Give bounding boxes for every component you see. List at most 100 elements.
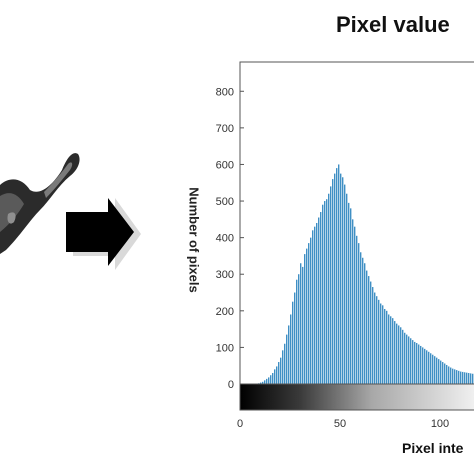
histogram-bar (302, 266, 304, 384)
histogram-bar (440, 360, 442, 384)
histogram-bar (472, 373, 474, 384)
histogram-bar (468, 373, 470, 384)
histogram-bar (336, 168, 338, 384)
histogram-bar (446, 364, 448, 384)
histogram-bar (370, 281, 372, 384)
histogram-bar (454, 369, 456, 384)
histogram-bar (452, 368, 454, 384)
histogram-bar (430, 353, 432, 384)
histogram-bar (428, 351, 430, 384)
histogram-bar (292, 301, 294, 384)
histogram-bar (350, 208, 352, 384)
histogram-bar (374, 292, 376, 384)
histogram-bar (402, 329, 404, 384)
histogram-bar (362, 257, 364, 384)
histogram-bar (458, 370, 460, 384)
histogram-bar (344, 184, 346, 384)
histogram-bar (438, 359, 440, 384)
y-tick-label: 800 (216, 86, 234, 98)
histogram-bar (326, 199, 328, 384)
x-axis-label: Pixel inte (402, 440, 464, 456)
histogram-bar (340, 173, 342, 384)
histogram-bar (260, 382, 262, 384)
histogram-bar (376, 296, 378, 384)
grayscale-object-image (0, 153, 80, 254)
histogram-bar (444, 363, 446, 384)
histogram-bar (420, 345, 422, 384)
x-tick-label: 100 (431, 418, 449, 430)
histogram-bar (464, 372, 466, 384)
histogram-bar (338, 164, 340, 384)
histogram-bar (354, 226, 356, 384)
y-tick-label: 100 (216, 342, 234, 354)
histogram-bar (272, 373, 274, 384)
histogram-bar (426, 350, 428, 384)
y-tick-label: 700 (216, 123, 234, 135)
histogram-bar (404, 332, 406, 384)
histogram-bar (456, 370, 458, 384)
histogram-bar (434, 356, 436, 384)
histogram-bar (382, 305, 384, 384)
histogram-bar (436, 357, 438, 384)
histogram-bar (432, 354, 434, 384)
histogram-bar (466, 372, 468, 384)
histogram-bar (346, 193, 348, 384)
x-tick-label: 50 (334, 418, 346, 430)
histogram-bar (390, 316, 392, 384)
histogram-bar (384, 308, 386, 384)
histogram-bar (314, 226, 316, 384)
histogram-bar (332, 179, 334, 384)
histogram-bar (410, 338, 412, 384)
chart-title: Pixel value (336, 12, 450, 37)
histogram-bar (422, 347, 424, 384)
histogram-bar (262, 381, 264, 384)
right-arrow-icon (66, 198, 141, 270)
histogram-bar (308, 243, 310, 384)
x-axis: 0 50 100 (237, 418, 449, 430)
histogram-bar (372, 287, 374, 384)
histogram-bar (424, 348, 426, 384)
y-tick-label: 400 (216, 233, 234, 245)
histogram-bar (290, 314, 292, 384)
histogram-bar (360, 252, 362, 384)
histogram-bar (310, 237, 312, 384)
histogram-bar (266, 378, 268, 384)
histogram-bar (280, 357, 282, 384)
histogram-bar (330, 186, 332, 384)
y-tick-label: 600 (216, 159, 234, 171)
histogram-bar (324, 201, 326, 384)
y-axis: 0 100 200 300 400 500 600 700 800 (216, 86, 244, 391)
histogram-bar (286, 334, 288, 384)
histogram-bar (306, 248, 308, 384)
histogram-bar (318, 217, 320, 384)
histogram-bar (268, 377, 270, 384)
y-tick-label: 0 (228, 379, 234, 391)
histogram-bar (442, 362, 444, 384)
histogram-bar (398, 325, 400, 384)
histogram-bar (322, 204, 324, 384)
histogram-bar (448, 366, 450, 384)
histogram-bar (406, 334, 408, 384)
histogram-bar (470, 373, 472, 384)
histogram-bar (450, 367, 452, 384)
y-tick-label: 300 (216, 269, 234, 281)
histogram-bar (282, 350, 284, 384)
histogram-bar (316, 223, 318, 384)
y-tick-label: 500 (216, 196, 234, 208)
histogram-bar (312, 230, 314, 384)
y-axis-label: Number of pixels (186, 187, 202, 293)
histogram-bar (334, 173, 336, 384)
histogram-bar (304, 254, 306, 384)
bars (258, 164, 474, 384)
x-tick-label: 0 (237, 418, 243, 430)
histogram-bar (356, 235, 358, 384)
y-tick-label: 200 (216, 306, 234, 318)
histogram-bar (416, 343, 418, 384)
histogram-bar (300, 263, 302, 384)
histogram-bar (294, 292, 296, 384)
histogram-bar (462, 371, 464, 384)
histogram-bar (400, 327, 402, 384)
histogram-bar (284, 343, 286, 384)
histogram-bar (380, 303, 382, 384)
